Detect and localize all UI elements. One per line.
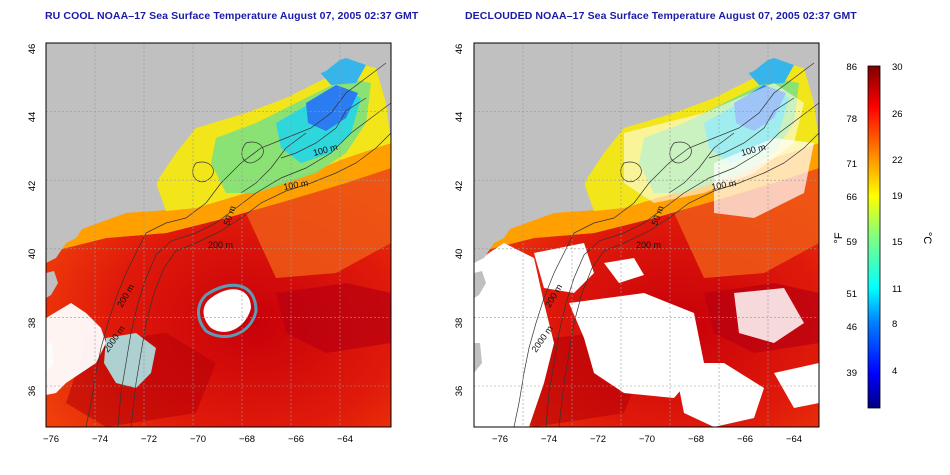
f-tick-label: 78	[846, 114, 857, 125]
f-tick-label: 71	[846, 159, 857, 170]
c-tick-label: 11	[892, 284, 902, 295]
cloud-patch	[46, 303, 106, 395]
y-tick-label: 42	[454, 181, 465, 192]
left-map-title: RU COOL NOAA–17 Sea Surface Temperature …	[45, 10, 419, 22]
left-map-frame	[45, 42, 392, 428]
c-tick-label: 30	[892, 62, 903, 73]
f-tick-label: 46	[846, 322, 857, 333]
right-x-axis: −76 −74 −72 −70 −68 −66 −64	[492, 434, 802, 445]
c-tick-label: 19	[892, 191, 903, 202]
celsius-scale: 30 26 22 19 15 11 8 4	[892, 62, 903, 377]
f-tick-label: 66	[846, 192, 857, 203]
f-tick-label: 39	[846, 368, 857, 379]
contour-label: 200 m	[636, 240, 661, 250]
x-tick-label: −76	[43, 434, 59, 445]
y-tick-label: 46	[454, 44, 465, 55]
c-tick-label: 4	[892, 366, 897, 377]
x-tick-label: −74	[92, 434, 108, 445]
x-tick-label: −68	[239, 434, 255, 445]
right-declouded-map: 100 m 100 m 50 m 200 m 200 m 2000 m	[473, 42, 820, 428]
x-tick-label: −70	[639, 434, 655, 445]
x-tick-label: −76	[492, 434, 508, 445]
x-tick-label: −74	[541, 434, 557, 445]
y-tick-label: 38	[454, 318, 465, 329]
colorbar-gradient	[867, 65, 881, 409]
right-map-title: DECLOUDED NOAA–17 Sea Surface Temperatur…	[465, 10, 857, 22]
contour-label: 100 m	[283, 178, 309, 192]
y-tick-label: 36	[27, 386, 38, 397]
celsius-unit-label: °C	[921, 232, 933, 244]
y-tick-label: 38	[27, 318, 38, 329]
masked-area	[474, 243, 554, 427]
y-tick-label: 40	[27, 249, 38, 260]
x-tick-label: −70	[190, 434, 206, 445]
c-tick-label: 26	[892, 109, 903, 120]
x-tick-label: −64	[786, 434, 802, 445]
x-tick-label: −72	[141, 434, 157, 445]
x-tick-label: −66	[737, 434, 753, 445]
right-map-frame	[473, 42, 820, 428]
y-tick-label: 36	[454, 386, 465, 397]
f-tick-label: 86	[846, 62, 857, 73]
left-sst-map: 100 m 100 m 50 m 200 m 200 m 2000 m	[45, 42, 392, 428]
c-tick-label: 15	[892, 237, 903, 248]
cloud-patch	[203, 289, 251, 332]
contour-label: 200 m	[208, 240, 233, 250]
f-tick-label: 51	[846, 289, 857, 300]
x-tick-label: −72	[590, 434, 606, 445]
x-tick-label: −66	[288, 434, 304, 445]
c-tick-label: 22	[892, 155, 903, 166]
y-tick-label: 40	[454, 249, 465, 260]
contour-label: 100 m	[711, 178, 737, 192]
y-tick-label: 44	[27, 112, 38, 123]
fahrenheit-scale: 86 78 71 66 59 51 46 39	[846, 62, 857, 379]
x-tick-label: −68	[688, 434, 704, 445]
fahrenheit-unit-label: °F	[833, 232, 845, 243]
left-x-axis: −76 −74 −72 −70 −68 −66 −64	[43, 434, 353, 445]
left-y-axis: 46 44 42 40 38 36	[27, 44, 38, 397]
x-tick-label: −64	[337, 434, 353, 445]
right-y-axis: 46 44 42 40 38 36	[454, 44, 465, 397]
y-tick-label: 44	[454, 112, 465, 123]
f-tick-label: 59	[846, 237, 857, 248]
temperature-colorbar: 86 78 71 66 59 51 46 39 30 26 22 19 15 1…	[833, 62, 933, 409]
y-tick-label: 46	[27, 44, 38, 55]
y-tick-label: 42	[27, 181, 38, 192]
c-tick-label: 8	[892, 319, 897, 330]
